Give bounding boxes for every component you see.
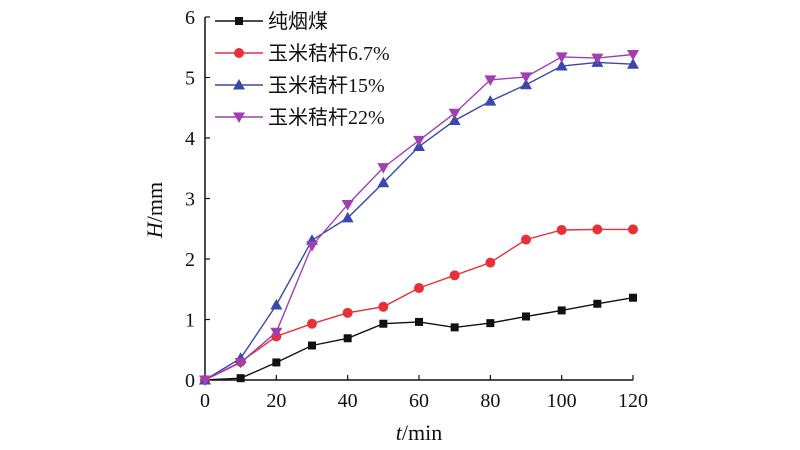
x-tick-label: 60 [409, 390, 429, 412]
legend-item: 玉米秸杆22% [215, 106, 385, 129]
data-point [593, 299, 602, 308]
data-point [343, 334, 352, 343]
data-point [236, 374, 245, 383]
data-point [342, 307, 353, 318]
y-tick-label: 4 [185, 128, 195, 150]
legend-label: 玉米秸杆6.7% [268, 42, 390, 65]
x-tick-label: 40 [338, 390, 358, 412]
data-point [627, 58, 639, 69]
legend-marker [235, 17, 243, 25]
series-4 [199, 50, 639, 386]
x-axis-var: t [396, 420, 403, 445]
data-point [520, 72, 532, 83]
data-point [308, 341, 316, 350]
data-point [591, 53, 604, 65]
series-group [199, 50, 639, 386]
y-axis-var: H [142, 221, 167, 239]
legend-label: 玉米秸杆22% [268, 106, 385, 129]
data-point [414, 283, 424, 294]
data-point [413, 135, 425, 147]
legend-marker [233, 112, 245, 123]
data-point [306, 241, 318, 252]
data-point [520, 78, 532, 90]
data-point [448, 108, 461, 120]
data-point [272, 358, 281, 367]
series-2 [200, 224, 638, 385]
data-point [485, 257, 496, 268]
data-point [555, 60, 568, 71]
data-point [341, 211, 354, 223]
data-point [450, 323, 459, 332]
x-tick-label: 100 [547, 390, 577, 412]
legend-item: 玉米秸杆15% [215, 74, 385, 97]
data-point [628, 224, 638, 235]
data-point [378, 301, 389, 312]
x-tick-label: 0 [200, 390, 210, 412]
x-axis-unit: /min [402, 420, 442, 445]
series-1 [201, 293, 637, 384]
data-point [486, 319, 495, 328]
x-axis-title: t/min [396, 420, 442, 445]
legend-marker [234, 48, 244, 58]
data-point [627, 50, 639, 61]
data-point [270, 327, 283, 339]
y-tick-label: 1 [185, 310, 195, 332]
x-tick-label: 80 [480, 390, 500, 412]
y-tick-label: 3 [185, 189, 195, 211]
x-tick-label: 20 [266, 390, 286, 412]
data-point [377, 163, 390, 174]
data-point [307, 318, 317, 329]
y-axis-unit: /mm [142, 182, 167, 222]
data-point [377, 176, 390, 188]
legend-label: 玉米秸杆15% [268, 74, 385, 97]
data-point [522, 312, 530, 321]
legend-marker [233, 79, 245, 90]
data-point [484, 75, 497, 86]
data-point [199, 375, 211, 386]
data-point [521, 234, 531, 245]
y-tick-label: 6 [185, 7, 195, 29]
data-point [341, 200, 354, 211]
data-point [484, 95, 497, 106]
series-line [204, 53, 634, 381]
legend-item: 玉米秸杆6.7% [215, 42, 390, 65]
data-point [415, 317, 423, 326]
data-point [557, 306, 566, 315]
data-point [556, 224, 567, 235]
data-point [448, 114, 461, 125]
data-point [629, 293, 637, 302]
data-point [592, 224, 603, 235]
series-line [204, 228, 633, 381]
data-point [449, 270, 460, 281]
series-3 [199, 56, 639, 385]
data-point [234, 357, 247, 369]
legend-item: 纯烟煤 [215, 10, 328, 33]
data-point [555, 52, 568, 63]
y-tick-label: 0 [185, 370, 195, 392]
y-axis-title: H/mm [142, 182, 167, 239]
x-tick-label: 120 [618, 390, 648, 412]
y-tick-label: 2 [185, 249, 195, 271]
data-point [270, 298, 283, 310]
y-tick-label: 5 [185, 68, 195, 90]
data-point [379, 319, 388, 328]
legend-label: 纯烟煤 [268, 10, 328, 33]
